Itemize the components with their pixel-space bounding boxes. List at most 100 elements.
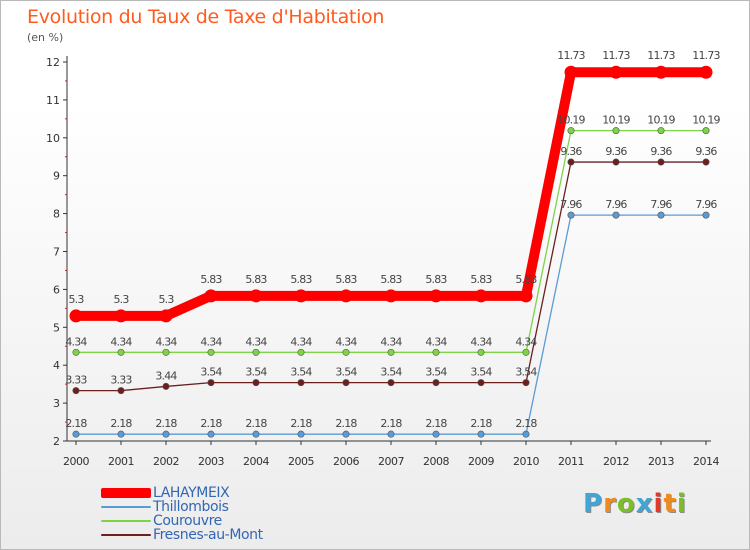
- data-point: [519, 289, 533, 303]
- proxiti-logo: Proxiti: [583, 489, 687, 519]
- data-label: 5.83: [470, 273, 492, 286]
- x-tick-label: 2009: [468, 455, 494, 468]
- data-label: 4.34: [425, 335, 447, 348]
- data-label: 9.36: [560, 145, 582, 158]
- data-label: 4.34: [290, 335, 312, 348]
- data-point: [702, 127, 710, 135]
- legend-swatch: [101, 534, 151, 536]
- data-label: 4.34: [110, 335, 132, 348]
- data-label: 2.18: [425, 417, 447, 430]
- data-label: 2.18: [110, 417, 132, 430]
- data-point: [702, 211, 710, 219]
- data-label: 11.73: [557, 49, 585, 62]
- data-label: 3.54: [290, 366, 312, 379]
- data-point: [387, 379, 395, 387]
- x-tick-label: 2010: [513, 455, 539, 468]
- logo-letter: r: [603, 489, 617, 519]
- data-point: [72, 430, 80, 438]
- data-label: 2.18: [470, 417, 492, 430]
- legend-label: Fresnes-au-Mont: [153, 527, 263, 543]
- data-point: [114, 309, 128, 323]
- data-label: 4.34: [200, 335, 222, 348]
- data-point: [609, 65, 623, 79]
- data-point: [117, 430, 125, 438]
- data-point: [117, 348, 125, 356]
- data-point: [612, 127, 620, 135]
- data-label: 5.83: [335, 273, 357, 286]
- data-point: [432, 379, 440, 387]
- y-tick-label: 6: [53, 283, 60, 296]
- y-tick-label: 5: [53, 321, 60, 334]
- y-tick-label: 3: [53, 397, 60, 410]
- data-label: 3.54: [245, 366, 267, 379]
- data-label: 11.73: [602, 49, 630, 62]
- x-tick-label: 2003: [198, 455, 224, 468]
- logo-letter: t: [663, 489, 677, 519]
- y-tick-label: 2: [53, 435, 60, 448]
- data-point: [567, 127, 575, 135]
- data-label: 10.19: [647, 114, 675, 127]
- data-label: 9.36: [605, 145, 627, 158]
- data-label: 5.83: [380, 273, 402, 286]
- data-point: [207, 379, 215, 387]
- data-point: [699, 65, 713, 79]
- data-label: 2.18: [515, 417, 537, 430]
- data-point: [249, 289, 263, 303]
- data-point: [657, 158, 665, 166]
- logo-letter: i: [653, 489, 664, 519]
- x-tick-label: 2012: [603, 455, 629, 468]
- data-label: 7.96: [605, 198, 627, 211]
- data-point: [387, 430, 395, 438]
- data-point: [297, 348, 305, 356]
- data-point: [567, 158, 575, 166]
- data-label: 3.54: [515, 366, 537, 379]
- y-tick-label: 12: [46, 56, 60, 69]
- x-tick-label: 2008: [423, 455, 449, 468]
- y-tick-label: 8: [53, 208, 60, 221]
- data-label: 5.3: [68, 293, 84, 306]
- data-point: [207, 430, 215, 438]
- data-point: [339, 289, 353, 303]
- data-label: 5.3: [113, 293, 129, 306]
- data-point: [159, 309, 173, 323]
- data-point: [252, 379, 260, 387]
- data-label: 4.34: [380, 335, 402, 348]
- legend-label: Courouvre: [153, 513, 222, 529]
- chart-title: Evolution du Taux de Taxe d'Habitation: [27, 6, 385, 28]
- y-tick-label: 9: [53, 170, 60, 183]
- data-label: 5.83: [245, 273, 267, 286]
- data-label: 3.54: [380, 366, 402, 379]
- legend-swatch: [101, 488, 151, 498]
- data-point: [654, 65, 668, 79]
- data-label: 5.3: [158, 293, 174, 306]
- data-label: 3.33: [65, 374, 87, 387]
- data-label: 2.18: [290, 417, 312, 430]
- data-point: [522, 348, 530, 356]
- data-point: [207, 348, 215, 356]
- data-label: 2.18: [380, 417, 402, 430]
- data-label: 3.44: [155, 369, 177, 382]
- x-tick-label: 2002: [153, 455, 179, 468]
- data-point: [477, 430, 485, 438]
- y-tick-label: 11: [46, 94, 60, 107]
- logo-letter: o: [616, 489, 636, 519]
- data-point: [72, 348, 80, 356]
- data-point: [474, 289, 488, 303]
- data-label: 11.73: [692, 49, 720, 62]
- data-label: 9.36: [650, 145, 672, 158]
- data-point: [204, 289, 218, 303]
- data-label: 7.96: [650, 198, 672, 211]
- logo-letter: x: [635, 489, 654, 519]
- data-point: [294, 289, 308, 303]
- data-label: 7.96: [560, 198, 582, 211]
- data-label: 9.36: [695, 145, 717, 158]
- data-point: [477, 348, 485, 356]
- data-point: [702, 158, 710, 166]
- data-point: [567, 211, 575, 219]
- data-point: [162, 382, 170, 390]
- data-point: [612, 211, 620, 219]
- data-label: 4.34: [470, 335, 492, 348]
- data-label: 10.19: [692, 114, 720, 127]
